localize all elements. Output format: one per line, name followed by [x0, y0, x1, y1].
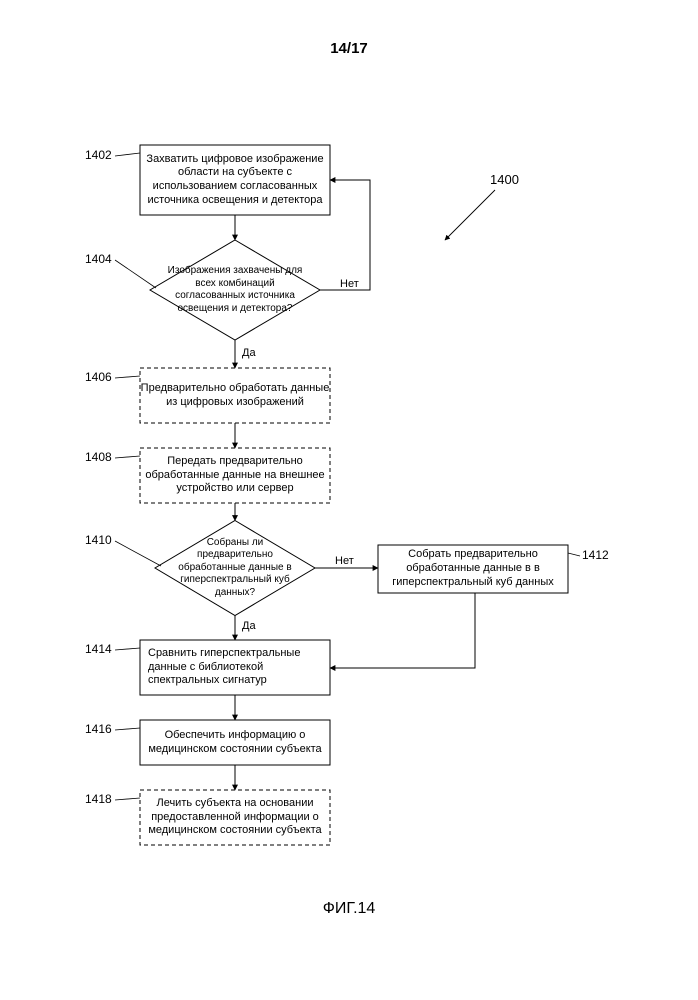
- node-text: Собрать предварительно обработанные данн…: [378, 545, 568, 593]
- node-ref-label: 1402: [85, 148, 112, 162]
- node-text: Сравнить гиперспектральные данные с библ…: [140, 640, 330, 695]
- edge-label: Да: [242, 347, 256, 359]
- page: 14/17 Захватить цифровое изображение обл…: [0, 0, 698, 1000]
- edge-label: Да: [242, 620, 256, 632]
- node-text: Лечить субъекта на основании предоставле…: [140, 790, 330, 845]
- node-ref-label: 1414: [85, 642, 112, 656]
- node-ref-label: 1404: [85, 252, 112, 266]
- node-ref-label: 1418: [85, 792, 112, 806]
- node-text: Предварительно обработать данные из цифр…: [140, 368, 330, 423]
- edge-label: Нет: [340, 278, 359, 290]
- node-ref-label: 1412: [582, 548, 609, 562]
- figure-ref: 1400: [490, 172, 519, 187]
- node-text: Изображения захвачены для всех комбинаци…: [165, 249, 304, 331]
- node-text: Обеспечить информацию о медицинском сост…: [140, 720, 330, 765]
- node-ref-label: 1410: [85, 533, 112, 547]
- node-ref-label: 1416: [85, 722, 112, 736]
- node-text: Передать предварительно обработанные дан…: [140, 448, 330, 503]
- node-ref-label: 1408: [85, 450, 112, 464]
- node-text: Собраны ли предварительно обработанные д…: [169, 529, 300, 607]
- figure-caption: ФИГ.14: [0, 900, 698, 918]
- edge-label: Нет: [335, 555, 354, 567]
- node-text: Захватить цифровое изображение области н…: [140, 145, 330, 215]
- node-ref-label: 1406: [85, 370, 112, 384]
